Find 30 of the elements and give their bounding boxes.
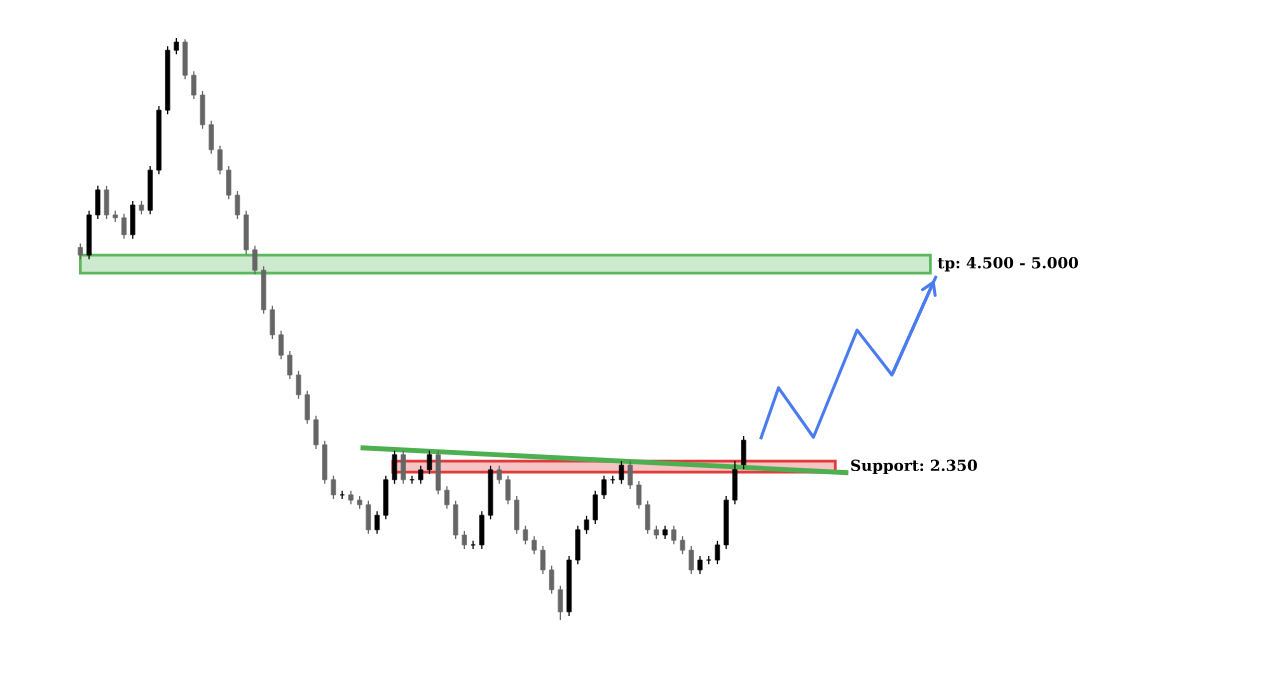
candlestick xyxy=(627,460,633,490)
candlestick xyxy=(226,165,232,200)
candlestick xyxy=(130,200,136,240)
candlestick xyxy=(479,510,485,550)
candlestick xyxy=(461,530,467,550)
candlestick xyxy=(514,495,520,535)
candlestick xyxy=(688,545,694,575)
candlestick xyxy=(418,465,424,485)
band-label: Support: 2.350 xyxy=(851,459,977,475)
candlestick xyxy=(383,475,389,520)
candlestick xyxy=(575,525,581,565)
candlestick xyxy=(496,465,502,485)
candlestick xyxy=(208,120,214,155)
candlestick xyxy=(400,450,406,485)
candlestick xyxy=(191,70,197,100)
candlestick xyxy=(348,490,354,505)
candlestick xyxy=(147,165,153,215)
candlestick xyxy=(592,490,598,525)
candlestick xyxy=(671,525,677,545)
band-label: tp: 4.500 - 5.000 xyxy=(937,256,1079,272)
candlestick xyxy=(243,210,249,255)
candlestick xyxy=(435,450,441,495)
candlestick xyxy=(95,185,101,220)
candlestick xyxy=(322,440,328,485)
candlestick xyxy=(531,535,537,555)
candlestick xyxy=(662,525,668,540)
candlestick xyxy=(304,390,310,425)
candlestick xyxy=(287,350,293,380)
candlestick xyxy=(697,555,703,575)
candlestick xyxy=(723,495,729,550)
